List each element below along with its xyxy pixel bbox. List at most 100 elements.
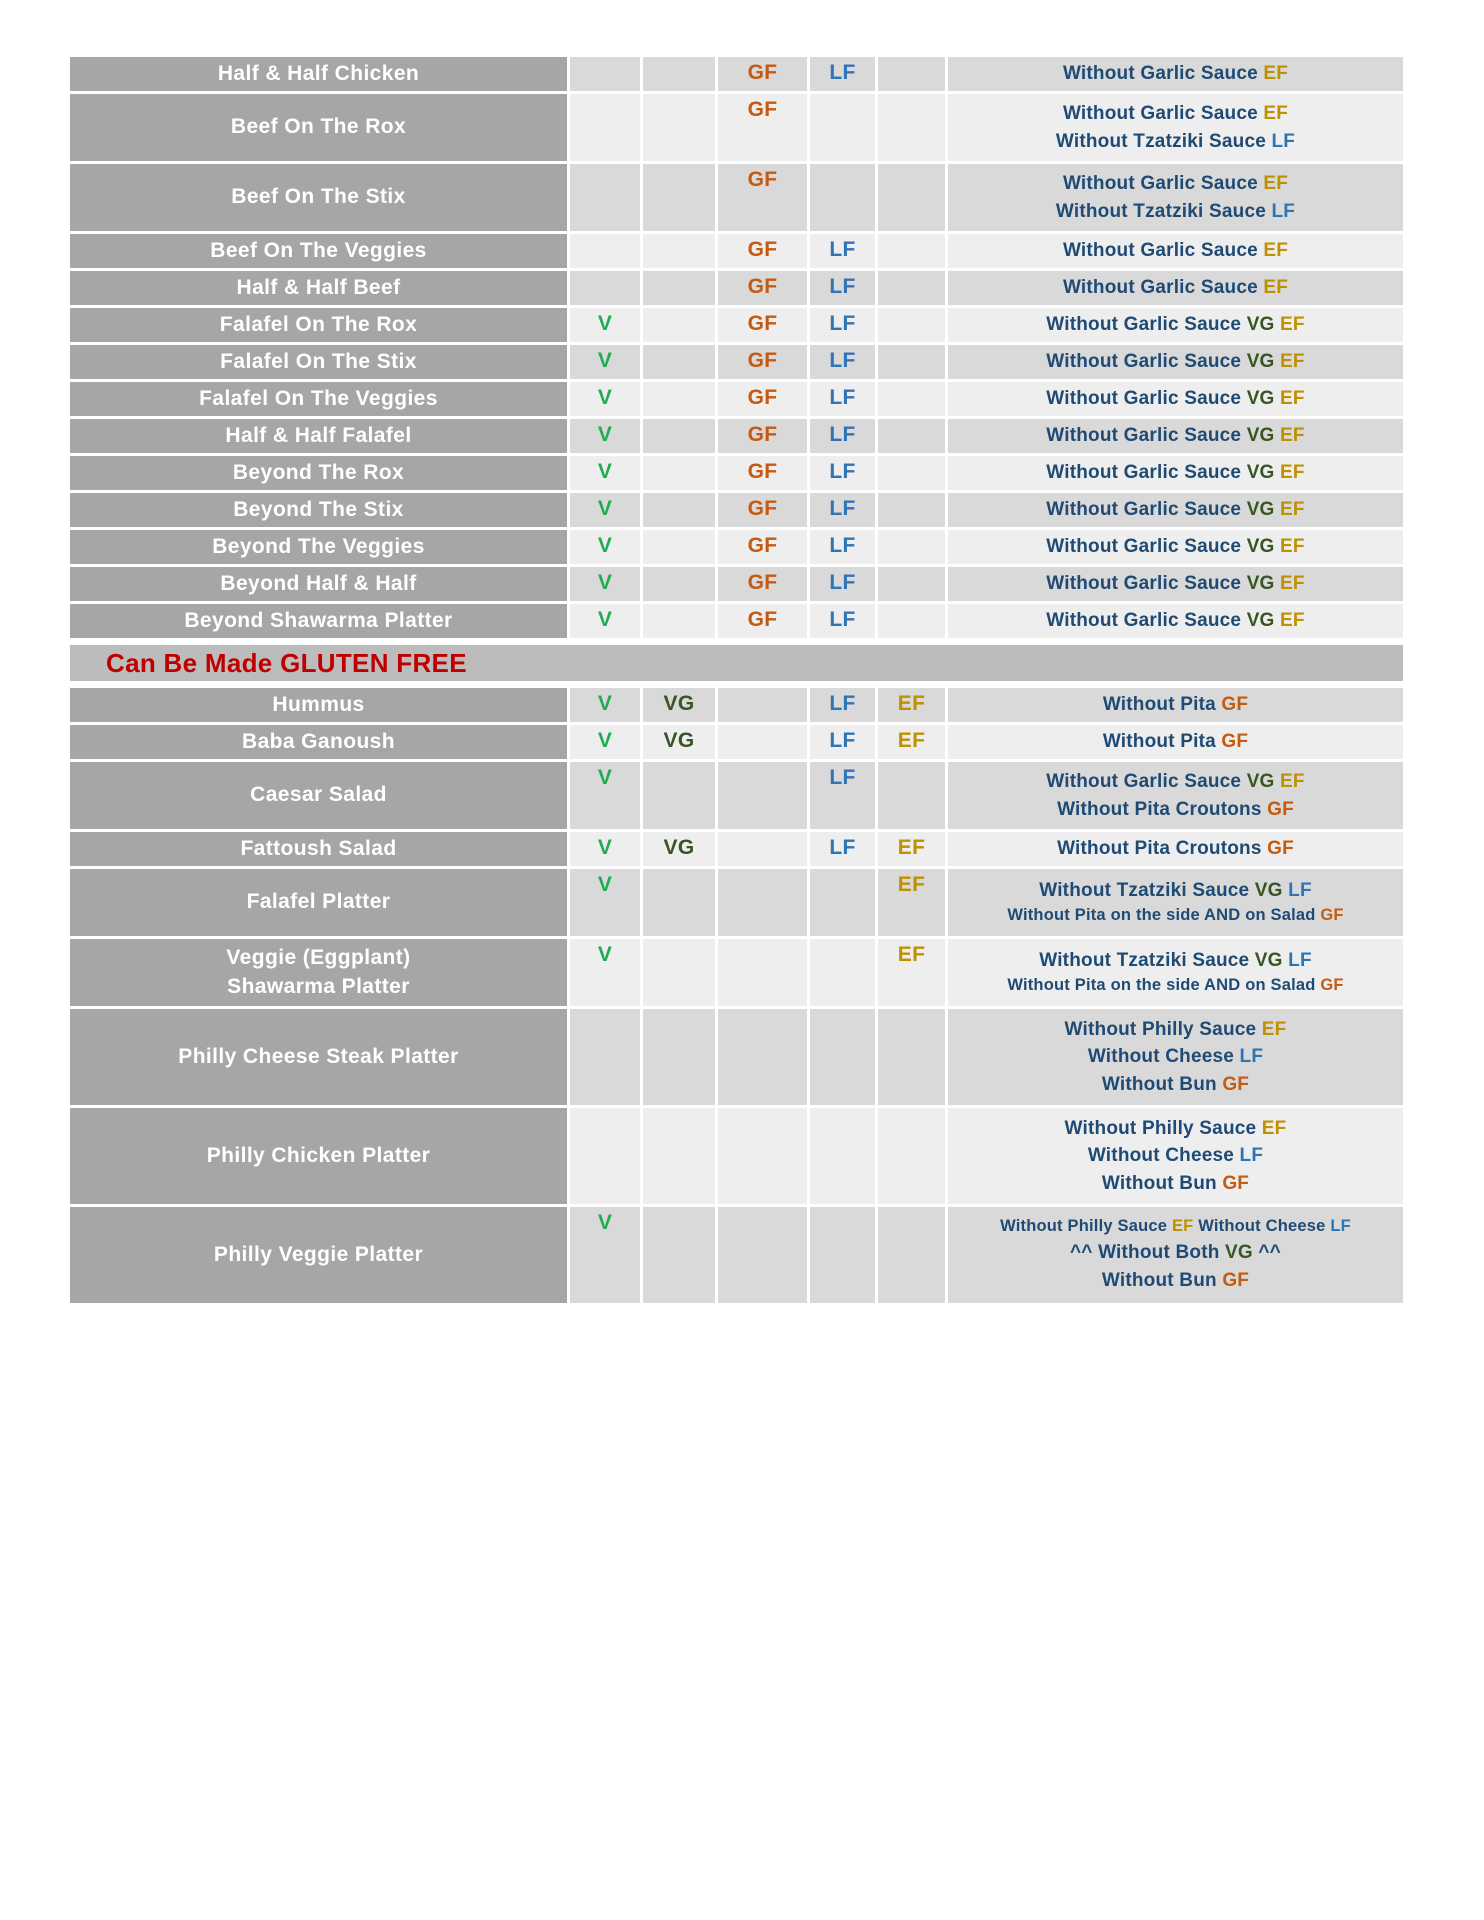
lf-mark: LF	[829, 61, 856, 84]
lactose-free-mark-cell: LF	[810, 271, 875, 305]
vegan-mark-cell	[643, 567, 715, 601]
gluten-free-mark-cell: GF	[718, 456, 807, 490]
lf-mark: LF	[829, 423, 856, 446]
item-name-line: Veggie (Eggplant)	[226, 946, 411, 970]
lf-mark: LF	[829, 275, 856, 298]
gluten-free-mark-cell: GF	[718, 57, 807, 91]
item-name: Beyond The Stix	[70, 493, 567, 527]
item-name: Hummus	[70, 688, 567, 722]
lactose-free-mark-cell: LF	[810, 725, 875, 759]
vegan-mark-cell	[643, 1009, 715, 1105]
egg-free-mark-cell	[878, 530, 945, 564]
item-name: Half & Half Beef	[70, 271, 567, 305]
vegetarian-mark-cell: V	[570, 419, 640, 453]
note-text: Without Philly Sauce	[1000, 1217, 1172, 1236]
note-text: ^^	[1252, 1242, 1281, 1264]
egg-free-mark-cell	[878, 604, 945, 638]
item-name-line: Beef On The Rox	[230, 115, 407, 139]
ef-mark: EF	[1280, 388, 1305, 410]
lactose-free-mark-cell	[810, 1207, 875, 1303]
gf-mark: GF	[747, 275, 778, 298]
modification-notes: Without Garlic Sauce EF	[948, 57, 1403, 91]
lactose-free-mark-cell: LF	[810, 456, 875, 490]
item-name: Beef On The Stix	[70, 164, 567, 231]
table-row: Beef On The Veggies GF LF Without Garlic…	[70, 234, 1403, 268]
vg-mark: VG	[1225, 1242, 1253, 1264]
item-name: Beyond The Rox	[70, 456, 567, 490]
gf-mark: GF	[747, 349, 778, 372]
gluten-free-mark-cell	[718, 1009, 807, 1105]
v-mark: V	[597, 1211, 613, 1234]
vegetarian-mark-cell: V	[570, 725, 640, 759]
v-mark: V	[597, 571, 613, 594]
egg-free-mark-cell	[878, 1108, 945, 1204]
lactose-free-mark-cell: LF	[810, 345, 875, 379]
table-row: Beyond Half & Half V GF LF Without Garli…	[70, 567, 1403, 601]
lactose-free-mark-cell	[810, 94, 875, 161]
vg-mark: VG	[1254, 949, 1283, 971]
vg-mark: VG	[1246, 536, 1275, 558]
item-name: Beef On The Veggies	[70, 234, 567, 268]
table-row: Beyond The Veggies V GF LF Without Garli…	[70, 530, 1403, 564]
lactose-free-mark-cell: LF	[810, 567, 875, 601]
v-mark: V	[597, 423, 613, 446]
note-line: Without Pita GF	[1103, 728, 1248, 756]
item-name: Fattoush Salad	[70, 832, 567, 866]
egg-free-mark-cell	[878, 94, 945, 161]
gluten-free-mark-cell	[718, 725, 807, 759]
note-line: Without Garlic Sauce EF	[1063, 237, 1288, 265]
gluten-free-mark-cell: GF	[718, 308, 807, 342]
item-name: Beyond Half & Half	[70, 567, 567, 601]
item-name-line: Beyond The Stix	[233, 497, 404, 521]
vegetarian-mark-cell	[570, 1009, 640, 1105]
note-line: Without Pita on the side AND on Salad GF	[1007, 904, 1343, 928]
note-line: Without Bun GF	[1102, 1071, 1249, 1099]
v-mark: V	[597, 497, 613, 520]
ef-mark: EF	[1263, 63, 1289, 85]
ef-mark: EF	[1280, 770, 1305, 792]
note-line: Without Garlic Sauce VG EF	[1046, 496, 1304, 524]
gluten-free-mark-cell	[718, 762, 807, 829]
vegan-mark-cell: VG	[643, 725, 715, 759]
lactose-free-mark-cell	[810, 164, 875, 231]
note-text: Without Garlic Sauce	[1062, 63, 1264, 85]
note-text: Without Garlic Sauce	[1046, 388, 1247, 410]
note-line: ^^ Without Both VG ^^	[1070, 1239, 1281, 1267]
vegan-mark-cell	[643, 234, 715, 268]
gluten-free-mark-cell: GF	[718, 345, 807, 379]
gf-mark: GF	[747, 608, 778, 631]
note-line: Without Garlic Sauce EF	[1063, 60, 1288, 88]
gluten-free-mark-cell: GF	[718, 271, 807, 305]
modification-notes: Without Garlic Sauce VG EF	[948, 308, 1403, 342]
item-name-line: Fattoush Salad	[240, 836, 397, 860]
note-text: Without Tzatziki Sauce	[1055, 130, 1272, 152]
item-name: Half & Half Chicken	[70, 57, 567, 91]
gf-mark: GF	[747, 312, 778, 335]
lf-mark: LF	[829, 349, 856, 372]
item-name: Half & Half Falafel	[70, 419, 567, 453]
table-row: Baba Ganoush V VG LF EF Without Pita GF	[70, 725, 1403, 759]
egg-free-mark-cell	[878, 345, 945, 379]
lactose-free-mark-cell: LF	[810, 382, 875, 416]
item-name: Falafel On The Rox	[70, 308, 567, 342]
v-mark: V	[597, 943, 613, 966]
item-name-line: Caesar Salad	[250, 783, 387, 807]
modification-notes: Without Garlic Sauce VG EF	[948, 382, 1403, 416]
gf-mark: GF	[1221, 694, 1249, 716]
gluten-free-mark-cell: GF	[718, 419, 807, 453]
ef-mark: EF	[897, 873, 926, 896]
gluten-free-mark-cell: GF	[718, 604, 807, 638]
v-mark: V	[597, 836, 613, 859]
note-text: Without Garlic Sauce	[1062, 240, 1264, 262]
vegan-mark-cell	[643, 1108, 715, 1204]
item-name: Beyond Shawarma Platter	[70, 604, 567, 638]
vegetarian-mark-cell: V	[570, 1207, 640, 1303]
note-line: Without Garlic Sauce VG EF	[1046, 768, 1304, 796]
lactose-free-mark-cell: LF	[810, 688, 875, 722]
modification-notes: Without Garlic Sauce VG EF	[948, 567, 1403, 601]
ef-mark: EF	[897, 692, 926, 715]
item-name-line: Philly Cheese Steak Platter	[178, 1044, 459, 1068]
note-line: Without Tzatziki Sauce LF	[1056, 128, 1295, 156]
v-mark: V	[597, 766, 613, 789]
item-name-line: Beef On The Stix	[231, 185, 406, 209]
